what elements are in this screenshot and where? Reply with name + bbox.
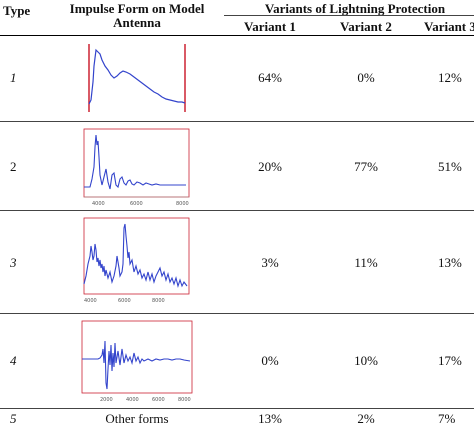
row-4-waveform-plot: 2000 4000 6000 8000: [81, 320, 193, 403]
row-1-rule: [0, 121, 474, 122]
row-3-rule: [0, 313, 474, 314]
header-variant-2: Variant 2: [340, 19, 392, 34]
row-4-waveform: 2000 4000 6000 8000: [80, 319, 196, 403]
row-2-axis-tick-3: 8000: [176, 201, 189, 207]
row-3-axis-tick-1: 4000: [84, 298, 97, 304]
header-type: Type: [3, 3, 31, 18]
row-2-rule: [0, 210, 474, 211]
row-2-axis-tick-1: 4000: [92, 201, 105, 207]
row-2-type: 2: [10, 159, 17, 174]
row-2-axis-tick-2: 6000: [130, 201, 143, 207]
row-3-waveform-plot: 4000 6000 8000: [83, 217, 190, 304]
header-impulse-form-line1: Impulse Form on Model: [69, 1, 205, 16]
row-2-waveform-plot: 4000 6000 8000: [83, 128, 190, 207]
row-2-variant-3: 51%: [438, 159, 462, 174]
row-3-waveform: 4000 6000 8000: [82, 216, 192, 304]
header-bottom-rule: [0, 35, 474, 36]
row-2-waveform: 4000 6000 8000: [82, 127, 192, 207]
row-4-rule: [0, 408, 474, 409]
row-3-type: 3: [10, 255, 17, 270]
header-impulse-form-line2: Antenna: [113, 15, 161, 30]
row-4-axis-tick-2: 4000: [126, 397, 139, 403]
header-variant-1: Variant 1: [244, 19, 296, 34]
row-2-variant-2: 77%: [354, 159, 378, 174]
row-4-type: 4: [10, 353, 17, 368]
row-4-variant-3: 17%: [438, 353, 462, 368]
row-1-type: 1: [10, 70, 17, 85]
row-3-variant-1: 3%: [261, 255, 279, 270]
row-1-waveform-plot: [88, 44, 186, 112]
row-3-axis-tick-2: 6000: [118, 298, 131, 304]
header-group-rule: [224, 15, 474, 16]
header-variants-group: Variants of Lightning Protection: [264, 1, 446, 16]
row-4-variant-2: 10%: [354, 353, 378, 368]
row-2-variant-1: 20%: [258, 159, 282, 174]
row-5-variant-2: 2%: [357, 411, 375, 426]
row-3-variant-3: 13%: [438, 255, 462, 270]
row-3-variant-2: 11%: [354, 255, 378, 270]
row-4-variant-1: 0%: [261, 353, 279, 368]
row-4-axis-tick-1: 2000: [100, 397, 113, 403]
row-1-variant-1: 64%: [258, 70, 282, 85]
header-variant-3: Variant 3: [424, 19, 474, 34]
row-1-waveform: [86, 42, 190, 114]
row-3-axis-tick-3: 8000: [152, 298, 165, 304]
row-5-type: 5: [10, 411, 17, 426]
row-1-variant-3: 12%: [438, 70, 462, 85]
row-4-axis-tick-3: 6000: [152, 397, 165, 403]
row-4-axis-tick-4: 8000: [178, 397, 191, 403]
row-5-variant-1: 13%: [258, 411, 282, 426]
row-5-form: Other forms: [105, 411, 169, 426]
row-1-variant-2: 0%: [357, 70, 375, 85]
row-5-variant-3: 7%: [438, 411, 456, 426]
